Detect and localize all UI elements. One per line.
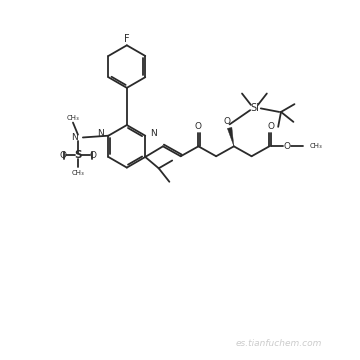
Text: O: O [59,151,67,160]
Text: O: O [284,142,291,151]
Text: es.tianfuchem.com: es.tianfuchem.com [236,339,323,348]
Text: S: S [74,150,82,160]
Text: N: N [97,130,104,139]
Polygon shape [228,127,234,146]
Text: O: O [195,122,202,131]
Text: N: N [150,130,157,139]
Text: O: O [223,117,230,126]
Text: F: F [124,34,130,44]
Text: O: O [89,151,96,160]
Text: CH₃: CH₃ [72,170,84,176]
Text: N: N [71,133,78,142]
Text: CH₃: CH₃ [67,114,79,121]
Text: CH₃: CH₃ [310,143,323,149]
Text: O: O [267,122,275,131]
Text: Si: Si [250,103,259,113]
